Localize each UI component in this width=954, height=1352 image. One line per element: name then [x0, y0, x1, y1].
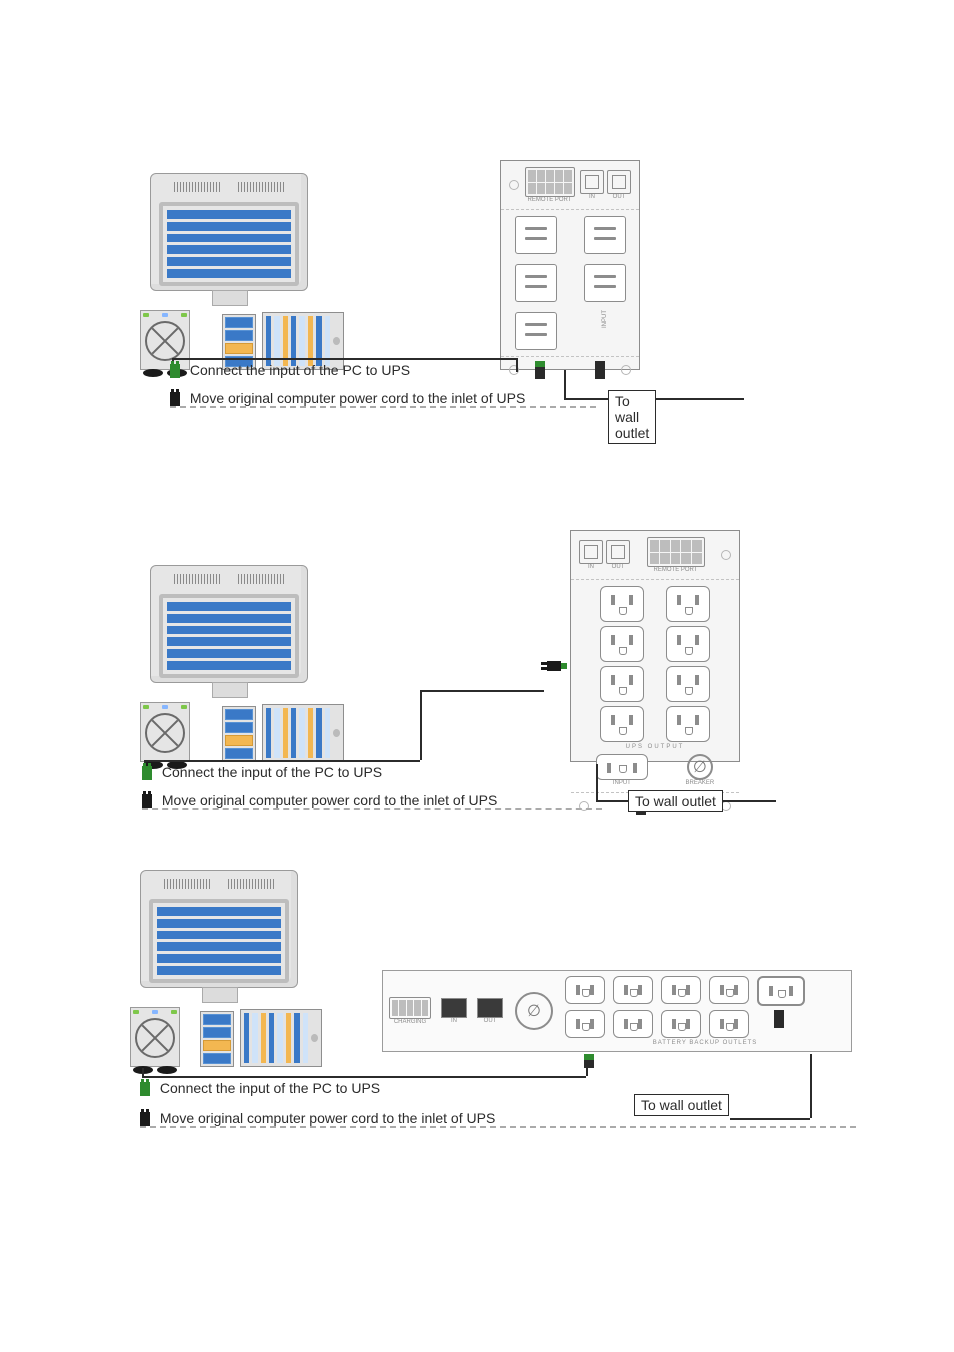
plug-icon — [142, 766, 152, 780]
outlet-icon — [515, 264, 557, 302]
switch-icon — [441, 998, 467, 1018]
ups-panel-3: CHARGING IN OUT — [382, 970, 852, 1052]
outlet-icon — [515, 216, 557, 254]
ups-to-pc-plug-icon — [547, 661, 561, 671]
connect-label-row: Connect the input of the PC to UPS — [170, 362, 410, 378]
plug-icon — [140, 1112, 150, 1126]
ups-to-pc-plug-icon — [535, 361, 545, 379]
move-label: Move original computer power cord to the… — [160, 1110, 495, 1126]
breaker-label: BREAKER — [685, 780, 714, 786]
port-label: REMOTE PORT — [525, 197, 575, 203]
rj-in-label: IN — [580, 194, 604, 200]
nema-outlet-icon — [709, 1010, 749, 1038]
rj-out-icon — [606, 540, 630, 564]
fan-icon — [145, 321, 185, 361]
serial-port-icon — [525, 167, 575, 197]
nema-outlet-icon — [600, 626, 644, 662]
nema-outlet-icon — [666, 586, 710, 622]
outlet-icon — [584, 216, 626, 254]
port-label: REMOTE PORT — [647, 567, 705, 573]
page: REMOTE PORT IN OUT — [0, 0, 954, 1352]
wall-outlet-callout: To wall outlet — [628, 790, 723, 812]
input-socket-icon — [757, 976, 805, 1006]
ups-panel-1: REMOTE PORT IN OUT — [500, 160, 640, 370]
rj-in-icon — [580, 170, 604, 194]
nema-outlet-icon — [709, 976, 749, 1004]
plug-icon — [142, 794, 152, 808]
monitor — [150, 173, 308, 291]
serial-port-icon — [647, 537, 705, 567]
rj-out-label: OUT — [606, 564, 630, 570]
wall-label: To wall outlet — [615, 393, 649, 441]
rj-out-label: OUT — [484, 1018, 497, 1024]
nema-outlet-icon — [613, 976, 653, 1004]
ups-output-label: UPS OUTPUT — [577, 744, 733, 750]
computer-illustration — [130, 870, 350, 1067]
ups-to-wall-plug-icon — [774, 1010, 784, 1028]
nema-outlet-icon — [600, 706, 644, 742]
ups-to-wall-plug-icon — [595, 361, 605, 379]
outlet-icon — [584, 264, 626, 302]
wall-outlet-callout: To wall outlet — [608, 390, 656, 444]
nema-outlet-icon — [613, 1010, 653, 1038]
backup-label: BATTERY BACKUP OUTLETS — [565, 1040, 845, 1046]
connect-label-row: Connect the input of the PC to UPS — [140, 1080, 380, 1096]
nema-outlet-icon — [661, 976, 701, 1004]
nema-outlet-icon — [565, 976, 605, 1004]
connect-label: Connect the input of the PC to UPS — [160, 1080, 380, 1096]
nema-outlet-icon — [666, 626, 710, 662]
rj-out-label: OUT — [607, 194, 631, 200]
move-label: Move original computer power cord to the… — [162, 792, 497, 808]
outlet-icon — [515, 312, 557, 350]
plug-icon — [140, 1082, 150, 1096]
rj-in-label: IN — [579, 564, 603, 570]
ups-panel-2: IN OUT REMOTE PORT — [570, 530, 740, 762]
rj-out-icon — [607, 170, 631, 194]
dotted-extension — [170, 406, 596, 408]
charge-label: CHARGING — [389, 1019, 431, 1025]
cable-pc-to-ups — [420, 690, 544, 692]
plug-icon — [170, 364, 180, 378]
cable-pc-to-ups — [142, 1076, 586, 1078]
nema-outlet-icon — [565, 1010, 605, 1038]
wall-label: To wall outlet — [635, 793, 716, 809]
move-label: Move original computer power cord to the… — [190, 390, 525, 406]
dotted-extension — [140, 1126, 856, 1128]
computer-illustration — [140, 565, 360, 762]
switch-icon — [477, 998, 503, 1018]
nema-outlet-icon — [600, 666, 644, 702]
diagram-1: REMOTE PORT IN OUT — [140, 160, 640, 370]
connect-label: Connect the input of the PC to UPS — [190, 362, 410, 378]
input-label: INPUT — [602, 310, 608, 328]
nema-outlet-icon — [661, 1010, 701, 1038]
rj-in-icon — [579, 540, 603, 564]
input-socket-icon — [596, 754, 648, 780]
cable-pc-to-ups — [172, 358, 516, 360]
move-label-row: Move original computer power cord to the… — [170, 390, 525, 406]
screen — [159, 202, 299, 286]
plug-icon — [170, 392, 180, 406]
psu — [140, 310, 190, 370]
cable-ups-to-wall — [810, 1054, 812, 1118]
breaker-icon — [515, 992, 553, 1030]
nema-outlet-icon — [666, 706, 710, 742]
ups-to-pc-plug-icon — [584, 1054, 594, 1068]
serial-port-icon — [389, 997, 431, 1019]
wall-outlet-callout: To wall outlet — [634, 1094, 729, 1116]
breaker-icon — [687, 754, 713, 780]
computer-illustration — [140, 173, 360, 370]
diagram-2: IN OUT REMOTE PORT — [140, 530, 740, 762]
connect-label: Connect the input of the PC to UPS — [162, 764, 382, 780]
nema-outlet-icon — [666, 666, 710, 702]
dotted-extension — [142, 808, 602, 810]
rj-in-label: IN — [451, 1018, 457, 1024]
nema-outlet-icon — [600, 586, 644, 622]
wall-label: To wall outlet — [641, 1097, 722, 1113]
connect-label-row: Connect the input of the PC to UPS — [142, 764, 382, 780]
input-label: INPUT — [613, 780, 631, 786]
move-label-row: Move original computer power cord to the… — [142, 792, 497, 808]
move-label-row: Move original computer power cord to the… — [140, 1110, 495, 1126]
diagram-3: CHARGING IN OUT — [130, 870, 852, 1067]
